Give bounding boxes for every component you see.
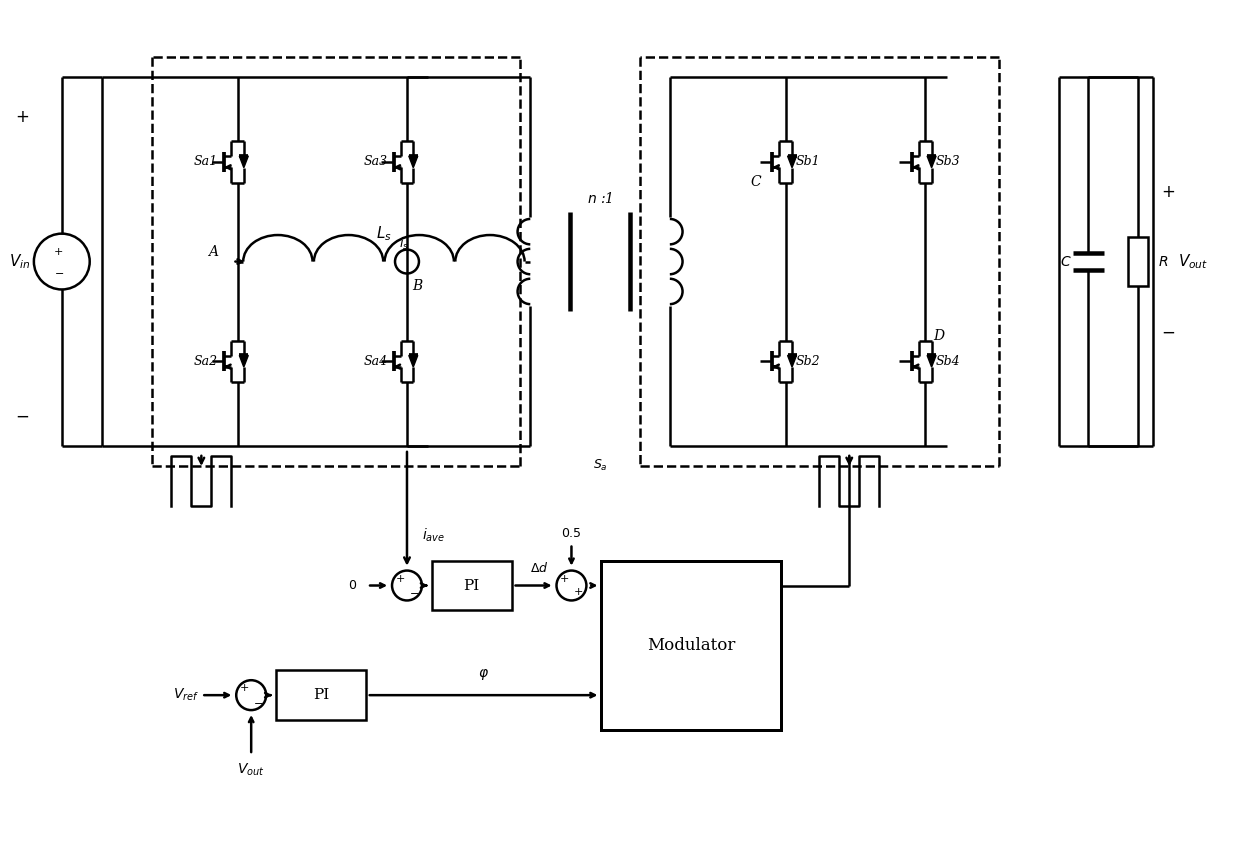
Text: $-$: $-$	[409, 587, 419, 598]
Text: $V_{out}$: $V_{out}$	[237, 762, 265, 779]
Text: +: +	[15, 108, 29, 126]
Text: Sb2: Sb2	[796, 355, 821, 368]
Text: +: +	[560, 574, 569, 584]
Text: Sb3: Sb3	[935, 155, 960, 168]
Bar	[1128, 236, 1148, 287]
Text: $-$: $-$	[253, 697, 263, 707]
Text: $-$: $-$	[53, 267, 64, 276]
Text: $-$: $-$	[15, 407, 29, 425]
Text: +: +	[573, 587, 583, 598]
Polygon shape	[787, 156, 796, 168]
Text: +: +	[396, 574, 405, 584]
Text: $\varphi$: $\varphi$	[479, 667, 489, 682]
Bar	[277, 670, 366, 720]
Text: Sa1: Sa1	[195, 155, 218, 168]
Polygon shape	[239, 156, 248, 168]
Text: C: C	[750, 175, 761, 189]
Text: +: +	[1162, 183, 1176, 201]
Text: 0: 0	[348, 579, 356, 592]
Text: $-$: $-$	[1161, 322, 1176, 340]
Polygon shape	[239, 355, 248, 367]
Text: $S_a$: $S_a$	[593, 458, 608, 474]
Text: $i_{ave}$: $i_{ave}$	[422, 527, 445, 545]
Text: +: +	[239, 683, 249, 694]
Text: A: A	[207, 244, 217, 259]
Text: B: B	[412, 280, 422, 294]
Bar	[601, 560, 781, 730]
Text: $V_{in}$: $V_{in}$	[9, 252, 31, 271]
Text: $R$: $R$	[1158, 255, 1168, 268]
Text: Sa3: Sa3	[363, 155, 388, 168]
Text: PI: PI	[312, 688, 329, 702]
Text: +: +	[55, 247, 63, 256]
Text: $V_{out}$: $V_{out}$	[1178, 252, 1208, 271]
Text: Sb4: Sb4	[935, 355, 960, 368]
Polygon shape	[928, 156, 936, 168]
Text: $\Delta d$: $\Delta d$	[531, 560, 549, 574]
Polygon shape	[787, 355, 796, 367]
Text: $V_{ref}$: $V_{ref}$	[174, 687, 200, 703]
Polygon shape	[928, 355, 936, 367]
Text: Sa2: Sa2	[195, 355, 218, 368]
Polygon shape	[409, 355, 418, 367]
Bar	[432, 560, 512, 611]
Text: $n$ :1: $n$ :1	[587, 191, 613, 206]
Text: PI: PI	[464, 578, 480, 592]
Text: $i_s$: $i_s$	[399, 236, 409, 252]
Text: Sb1: Sb1	[796, 155, 821, 168]
Polygon shape	[409, 156, 418, 168]
Text: Sa4: Sa4	[363, 355, 388, 368]
Text: Modulator: Modulator	[647, 637, 735, 654]
Text: 0.5: 0.5	[562, 527, 582, 540]
Text: D: D	[934, 329, 945, 343]
Text: $C$: $C$	[1060, 255, 1071, 268]
Text: $L_s$: $L_s$	[376, 224, 392, 243]
